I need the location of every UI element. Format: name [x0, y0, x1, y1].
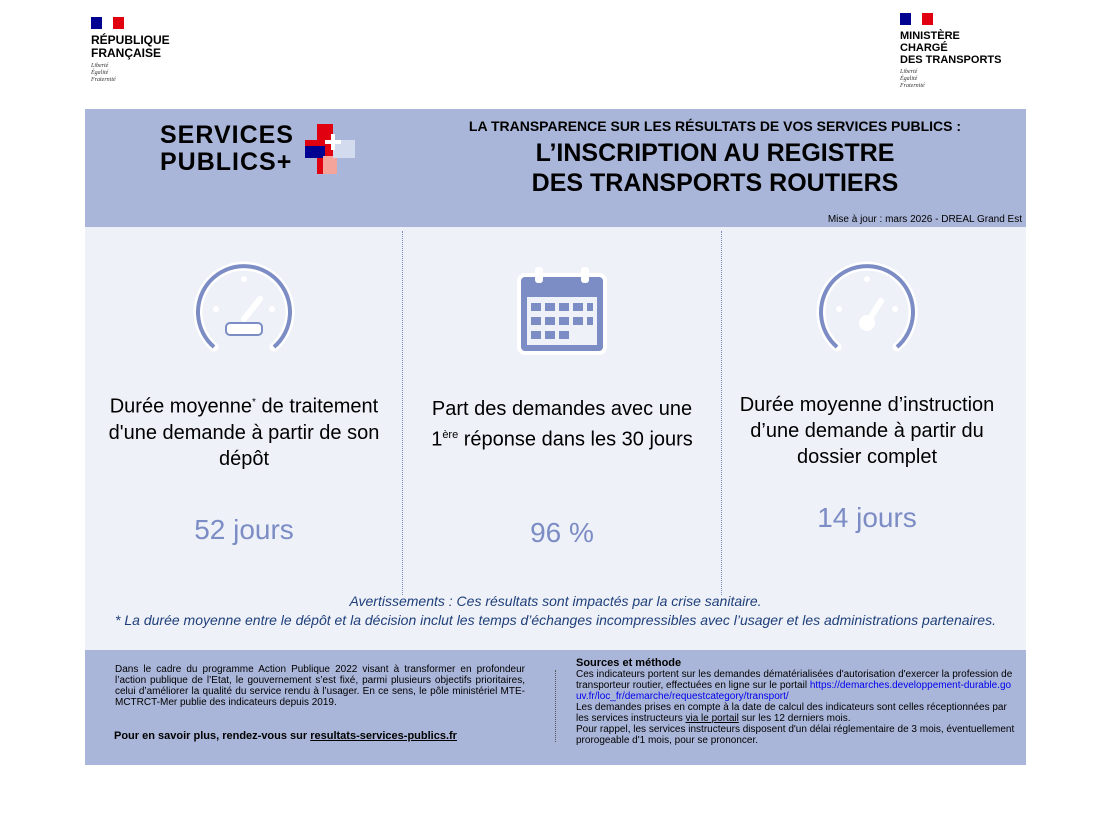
brand-line: PUBLICS+: [160, 148, 293, 176]
services-publics-logo: SERVICES PUBLICS+: [160, 122, 294, 176]
superscript: ère: [442, 429, 459, 441]
logo-title: CHARGÉ: [900, 42, 948, 54]
intro-text: Dans le cadre du programme Action Publiq…: [115, 664, 525, 708]
indicator-value: 14 jours: [817, 502, 917, 533]
sources-text: Pour rappel, les services instructeurs d…: [576, 724, 1015, 746]
motto: Égalité: [91, 70, 109, 76]
sources-text: sur les 12 derniers mois.: [738, 713, 851, 724]
indicator-value: 52 jours: [194, 513, 294, 545]
logo-title: DES TRANSPORTS: [900, 54, 1002, 66]
sources-title: Sources et méthode: [576, 657, 682, 669]
indicator-card: Part des demandes avec une 1ère réponse …: [403, 227, 721, 549]
plus-logo-icon: [305, 124, 355, 174]
footnote-text: * La durée moyenne entre le dépôt et la …: [115, 612, 996, 628]
brand-line: SERVICES: [160, 121, 294, 149]
logo-title: FRANÇAISE: [91, 46, 162, 60]
footnote-marker: *: [252, 397, 256, 408]
speedometer-icon: [193, 261, 295, 352]
flag-icon: [91, 17, 124, 29]
indicator-card: Durée moyenne* de traitement d'une deman…: [85, 227, 403, 546]
indicator-label: Durée moyenne: [109, 395, 253, 418]
logo-title: MINISTÈRE: [900, 30, 960, 42]
motto: Liberté: [91, 63, 109, 69]
flag-icon: [900, 13, 933, 25]
republique-francaise-logo: RÉPUBLIQUE FRANÇAISE Liberté Égalité Frater…: [91, 17, 170, 84]
sources-text: Ces indicateurs portent sur les demandes…: [576, 669, 1013, 691]
motto: Liberté: [900, 69, 918, 75]
logo-title: RÉPUBLIQUE: [91, 33, 170, 47]
motto: Égalité: [900, 76, 918, 82]
speedometer-icon: [816, 261, 918, 352]
indicator-label: de traitement d'une demande à partir de …: [108, 395, 380, 470]
calendar-icon: [517, 267, 607, 355]
indicator-label: Durée moyenne d’instruction d’une demand…: [739, 394, 995, 468]
header-band: SERVICES PUBLICS+ LA TRANSPARENCE SUR LES…: [85, 109, 1026, 227]
portal-link[interactable]: https://demarches.developpement-durable.…: [576, 680, 1012, 702]
indicator-card: Durée moyenne d’instruction d’une demand…: [708, 227, 1026, 534]
update-info: Mise à jour : mars 2026 - DREAL Grand Es…: [827, 214, 1022, 225]
indicators-panel: Durée moyenne* de traitement d'une deman…: [85, 227, 1026, 650]
ministere-logo: MINISTÈRE CHARGÉ DES TRANSPORTS Liberté Éga…: [900, 13, 1001, 90]
indicator-label: Part des demandes avec une 1: [431, 398, 693, 451]
footer-panel: Dans le cadre du programme Action Publiq…: [85, 650, 1026, 765]
motto: Fraternité: [900, 83, 925, 89]
indicator-label: réponse dans les 30 jours: [458, 428, 693, 451]
indicator-value: 96 %: [530, 516, 594, 548]
motto: Fraternité: [91, 77, 116, 83]
page-title: L’INSCRIPTION AU REGISTRE: [535, 139, 895, 167]
results-site-link[interactable]: resultats-services-publics.fr: [310, 730, 457, 742]
warning-text: Avertissements : Ces résultats sont impa…: [349, 593, 762, 609]
via-portal-text: via le portail: [685, 713, 739, 724]
sources-text: Les demandes prises en compte à la date …: [576, 702, 1007, 724]
page-title: DES TRANSPORTS ROUTIERS: [531, 169, 899, 197]
more-info-prefix: Pour en savoir plus, rendez-vous sur: [114, 730, 311, 742]
header-kicker: LA TRANSPARENCE SUR LES RÉSULTATS DE VOS…: [468, 118, 962, 134]
